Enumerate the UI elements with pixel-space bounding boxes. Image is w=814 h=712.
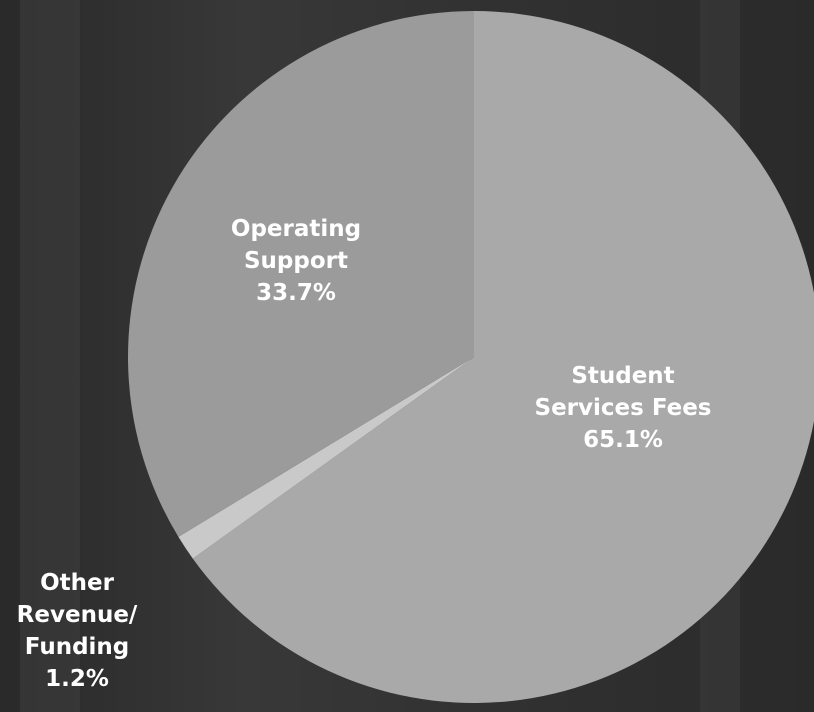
category-label: Student Services Fees [534, 363, 712, 421]
pie-slice [192, 11, 814, 703]
slice-label: Operating Support 33.7% [211, 213, 381, 309]
pie-slice [128, 11, 474, 537]
category-label: Operating Support [230, 216, 362, 274]
pie-slice [178, 357, 474, 559]
slice-label: Other Revenue/ Funding 1.2% [10, 567, 145, 695]
value-label: 33.7% [256, 280, 336, 306]
slice-label: Student Services Fees 65.1% [518, 360, 728, 456]
value-label: 1.2% [45, 666, 109, 692]
value-label: 65.1% [583, 427, 663, 453]
background-pillar [20, 0, 80, 712]
pie [128, 11, 814, 703]
category-label: Other Revenue/ Funding [16, 570, 138, 660]
